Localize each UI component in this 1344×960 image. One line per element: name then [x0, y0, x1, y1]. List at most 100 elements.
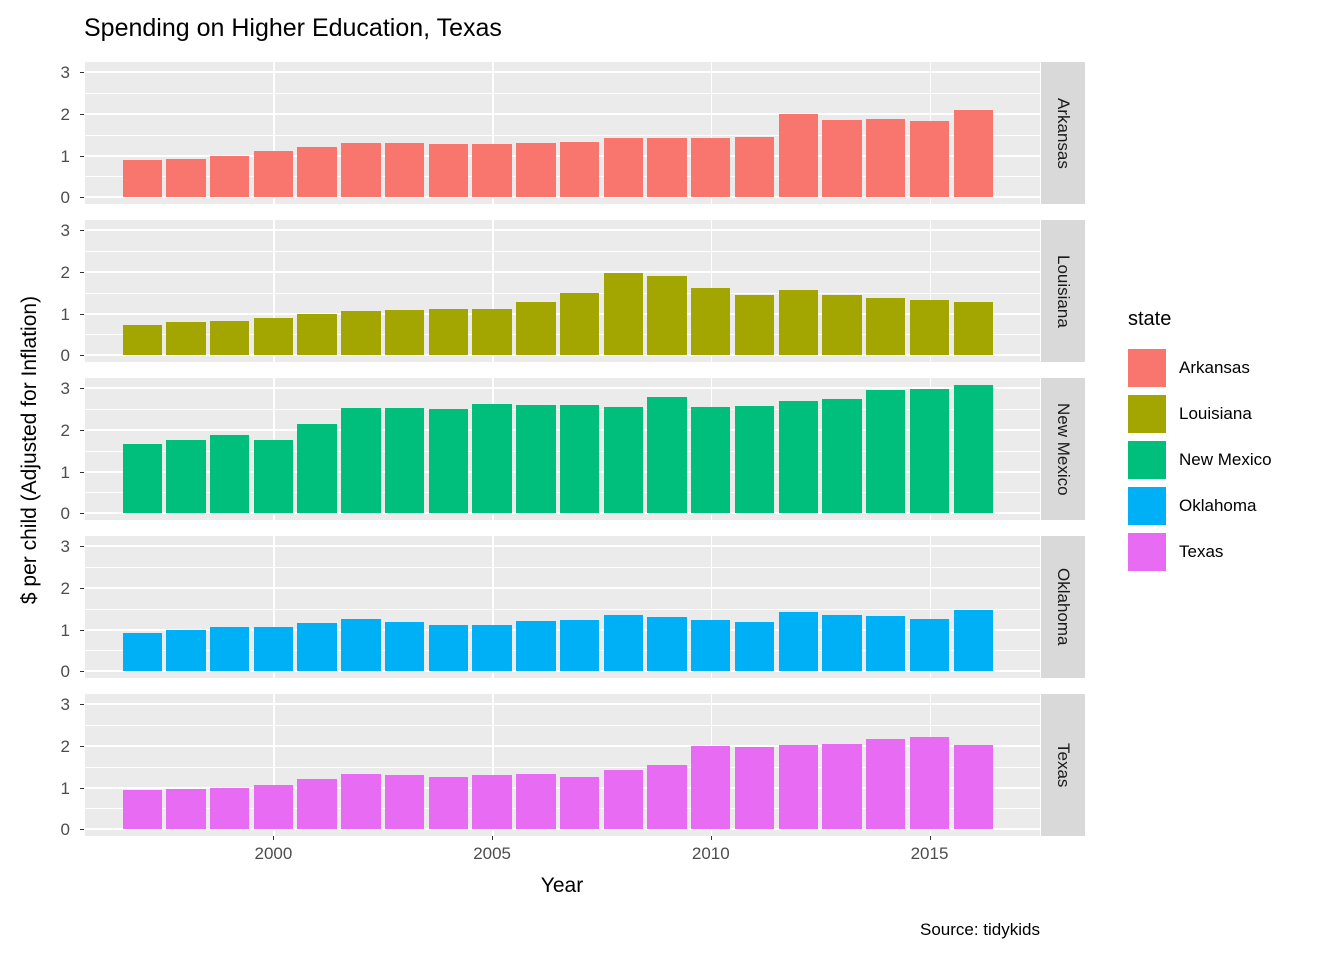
bar-arkansas-1999: [209, 156, 250, 198]
y-tick-mark: [80, 271, 84, 273]
bar-texas-2013: [822, 743, 862, 830]
bar-louisiana-2007: [559, 292, 600, 356]
gridline-x: [929, 220, 931, 362]
legend-swatch-oklahoma: [1128, 487, 1166, 525]
bar-arkansas-2009: [647, 137, 687, 198]
facet-strip-label: New Mexico: [1054, 402, 1073, 496]
gridline-x: [492, 536, 494, 678]
legend-item-oklahoma: Oklahoma: [1128, 483, 1272, 529]
y-tick-label: 1: [60, 778, 70, 798]
bar-new-mexico-2010: [691, 406, 731, 514]
y-tick-mark: [80, 587, 84, 589]
y-tick-label: 0: [60, 346, 70, 366]
bar-oklahoma-1998: [166, 629, 206, 672]
legend-item-arkansas: Arkansas: [1128, 345, 1272, 391]
bar-louisiana-2001: [297, 314, 337, 356]
x-tick-label: 2000: [254, 844, 293, 863]
facet-strip-louisiana: Louisiana: [1041, 220, 1085, 362]
y-tick-label: 2: [60, 420, 70, 440]
y-tick-mark: [80, 429, 84, 431]
bar-arkansas-2013: [822, 120, 862, 198]
legend-swatch-louisiana: [1128, 395, 1166, 433]
bar-louisiana-2008: [603, 273, 643, 356]
gridline-y-minor: [85, 566, 1040, 568]
y-tick-mark: [80, 546, 84, 548]
bar-louisiana-1998: [166, 321, 206, 356]
gridline-y-minor: [85, 134, 1040, 136]
legend-label-oklahoma: Oklahoma: [1179, 496, 1257, 515]
y-tick-label: 0: [60, 504, 70, 524]
bar-oklahoma-1999: [209, 627, 250, 672]
y-tick-mark: [80, 704, 84, 706]
bar-oklahoma-2003: [384, 622, 425, 672]
bar-arkansas-2012: [778, 113, 818, 198]
facet-strip-new-mexico: New Mexico: [1041, 378, 1085, 520]
bar-louisiana-2003: [384, 310, 425, 356]
bar-arkansas-2010: [691, 137, 731, 198]
gridline-y-major: [85, 270, 1040, 273]
bar-new-mexico-2005: [472, 403, 512, 514]
bar-oklahoma-2002: [341, 619, 381, 672]
y-tick-label: 1: [60, 146, 70, 166]
bar-arkansas-1997: [122, 159, 162, 198]
legend-item-new-mexico: New Mexico: [1128, 437, 1272, 483]
bar-new-mexico-2009: [647, 397, 687, 514]
gridline-x: [273, 220, 275, 362]
facet-strip-arkansas: Arkansas: [1041, 62, 1085, 204]
bar-new-mexico-1999: [209, 434, 250, 514]
bar-oklahoma-2004: [428, 625, 469, 672]
bar-oklahoma-2012: [778, 611, 818, 672]
legend-items: Arkansas Louisiana New Mexico Oklahoma Texas: [1128, 345, 1272, 575]
y-tick-label: 2: [60, 104, 70, 124]
source-note: Source: tidykids: [920, 920, 1040, 939]
gridline-y-major: [85, 229, 1040, 232]
gridline-y-major: [85, 703, 1040, 706]
bar-texas-2012: [778, 744, 818, 830]
facet-strip-label: Oklahoma: [1054, 568, 1073, 646]
y-tick-mark: [80, 787, 84, 789]
bar-louisiana-2002: [341, 311, 381, 356]
y-tick-label: 1: [60, 304, 70, 324]
facet-row-new-mexico: 0 1 2 3 New Mexico: [0, 378, 1344, 524]
legend: state Arkansas Louisiana New Mexico Oklahom…: [1128, 308, 1272, 575]
legend-title: state: [1128, 308, 1172, 330]
bar-texas-2001: [297, 779, 337, 830]
bar-louisiana-2010: [691, 287, 731, 356]
bar-oklahoma-2016: [953, 609, 993, 672]
facet-strip-texas: Texas: [1041, 694, 1085, 836]
gridline-y-major: [85, 545, 1040, 548]
gridline-x: [710, 536, 713, 678]
bar-texas-2008: [603, 769, 643, 830]
bar-texas-2010: [691, 745, 731, 830]
y-tick-label: 2: [60, 578, 70, 598]
y-tick-label: 2: [60, 736, 70, 756]
gridline-y-major: [85, 586, 1040, 589]
bar-arkansas-2001: [297, 147, 337, 198]
gridline-y-minor: [85, 92, 1040, 94]
legend-swatch-new-mexico: [1128, 441, 1166, 479]
bar-new-mexico-2002: [341, 407, 381, 514]
bar-new-mexico-2000: [253, 440, 294, 514]
bar-oklahoma-2007: [559, 619, 600, 672]
bar-new-mexico-2014: [866, 390, 906, 514]
bar-oklahoma-2009: [647, 617, 687, 672]
bar-arkansas-2014: [866, 118, 906, 198]
bar-arkansas-2003: [384, 143, 425, 198]
gridline-y-minor: [85, 724, 1040, 726]
bar-new-mexico-2016: [953, 384, 993, 514]
gridline-x: [929, 536, 931, 678]
bar-texas-1999: [209, 787, 250, 830]
facet-strip-label: Arkansas: [1054, 97, 1073, 169]
y-tick-mark: [80, 197, 84, 199]
bar-louisiana-2004: [428, 308, 469, 356]
gridline-y-minor: [85, 608, 1040, 610]
bar-texas-1997: [122, 789, 162, 830]
x-tick-label: 2005: [473, 844, 512, 863]
bar-louisiana-1997: [122, 324, 162, 356]
gridline-y-major: [85, 112, 1040, 115]
bar-arkansas-2011: [734, 136, 775, 198]
bar-oklahoma-2013: [822, 614, 862, 672]
bar-texas-2007: [559, 777, 600, 830]
y-tick-mark: [80, 829, 84, 831]
